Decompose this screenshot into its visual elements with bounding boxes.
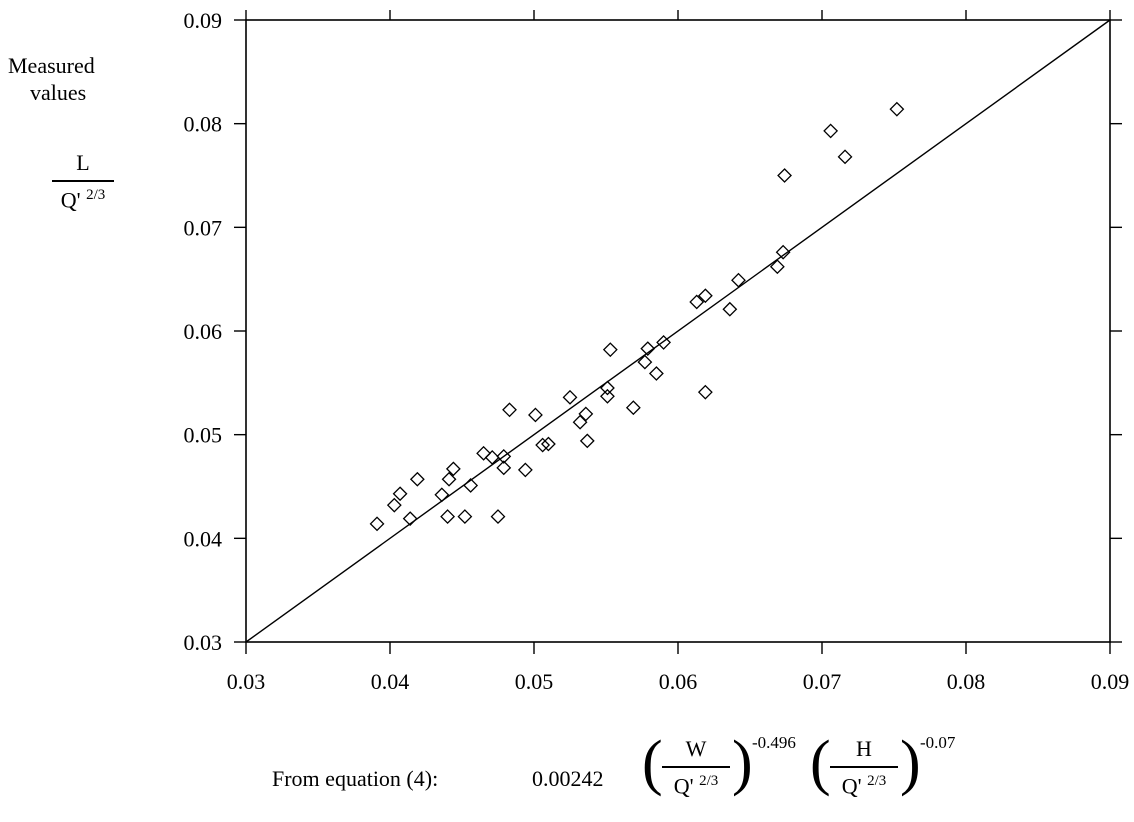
y-tick-label: 0.08 (184, 112, 223, 137)
data-point (496, 460, 512, 476)
data-point (637, 354, 653, 370)
x-label-paren-close-2: ) (900, 729, 921, 797)
x-tick-label: 0.07 (803, 669, 842, 694)
data-point (823, 123, 839, 139)
y-label-fraction-bar (52, 180, 114, 182)
y-label-line1: Measured (8, 53, 95, 78)
data-point (777, 168, 792, 183)
x-tick-label: 0.03 (227, 669, 266, 694)
data-point (697, 288, 713, 304)
data-point (562, 389, 578, 405)
data-point (775, 244, 791, 260)
data-point (535, 437, 551, 453)
data-point (392, 486, 408, 502)
data-point (476, 445, 492, 461)
axis-ticks (234, 10, 1122, 654)
data-points (369, 101, 905, 532)
data-point (440, 509, 456, 524)
data-point (528, 407, 543, 423)
x-label-paren-open-2: ( (810, 729, 831, 797)
x-tick-label: 0.06 (659, 669, 698, 694)
x-tick-label: 0.08 (947, 669, 986, 694)
y-tick-label: 0.06 (184, 319, 223, 344)
data-point (837, 149, 853, 165)
data-point (502, 402, 517, 418)
data-point (445, 461, 461, 477)
data-point (369, 516, 385, 532)
reference-line-y-equals-x (245, 19, 1111, 643)
data-point (409, 471, 425, 487)
y-label-denominator: Q' 2/3 (60, 186, 106, 212)
x-tick-label: 0.09 (1091, 669, 1130, 694)
y-label-numerator: L (76, 150, 90, 175)
data-point (540, 436, 556, 452)
tick-labels: 0.03 0.04 0.05 0.06 0.07 0.08 0.09 0.03 0.04 0.05… (184, 8, 1130, 694)
data-point (496, 449, 512, 464)
data-point (441, 471, 457, 487)
data-point (640, 341, 656, 357)
data-point (402, 511, 418, 527)
data-point (731, 272, 746, 288)
data-point (490, 509, 506, 524)
y-tick-label: 0.05 (184, 423, 223, 448)
y-tick-label: 0.07 (184, 215, 223, 240)
x-label-paren-close-1: ) (732, 729, 753, 797)
y-label-exponent: 2/3 (86, 186, 106, 203)
x-label-fraction-2-denominator: Q' 2/3 (841, 772, 887, 798)
data-point (572, 414, 588, 430)
data-point (517, 462, 533, 478)
data-point (769, 259, 785, 275)
x-tick-label: 0.04 (371, 669, 410, 694)
x-label-fraction-2: H Q' 2/3 (830, 738, 898, 797)
x-label-fraction-2-numerator: H (856, 736, 872, 761)
data-point (722, 301, 738, 317)
data-point (648, 366, 664, 381)
data-point (457, 509, 473, 524)
data-point (579, 433, 595, 449)
y-label-line2: values (30, 80, 87, 105)
data-point (484, 450, 500, 465)
x-label-exponent-2: -0.07 (920, 733, 956, 752)
x-label-fraction-1-numerator: W (685, 736, 707, 761)
x-label-prefix: From equation (4): (272, 766, 439, 791)
data-point (602, 342, 618, 358)
y-tick-label: 0.03 (184, 630, 223, 655)
x-label-coefficient: 0.00242 (532, 766, 604, 791)
data-point (434, 487, 450, 503)
data-point (697, 384, 713, 400)
data-point (463, 478, 479, 493)
data-point (889, 101, 905, 117)
x-label-fraction-1-denominator: Q' 2/3 (673, 772, 719, 798)
y-tick-label: 0.04 (184, 526, 223, 551)
x-label-fraction-2-bar (830, 766, 898, 768)
data-point (578, 406, 594, 422)
y-tick-label: 0.09 (184, 8, 223, 33)
reference-line-group (245, 19, 1111, 643)
y-label-fraction: L Q' 2/3 (52, 152, 114, 211)
x-label-exponent-1: -0.496 (752, 733, 796, 752)
data-point (656, 334, 672, 350)
data-point (625, 400, 641, 416)
data-point (600, 388, 615, 404)
data-point (689, 294, 705, 310)
x-label-fraction-1: W Q' 2/3 (662, 738, 730, 797)
data-point (600, 380, 615, 396)
x-label-paren-open-1: ( (642, 729, 663, 797)
x-label-fraction-1-bar (662, 766, 730, 768)
data-point (386, 497, 402, 513)
x-tick-label: 0.05 (515, 669, 554, 694)
